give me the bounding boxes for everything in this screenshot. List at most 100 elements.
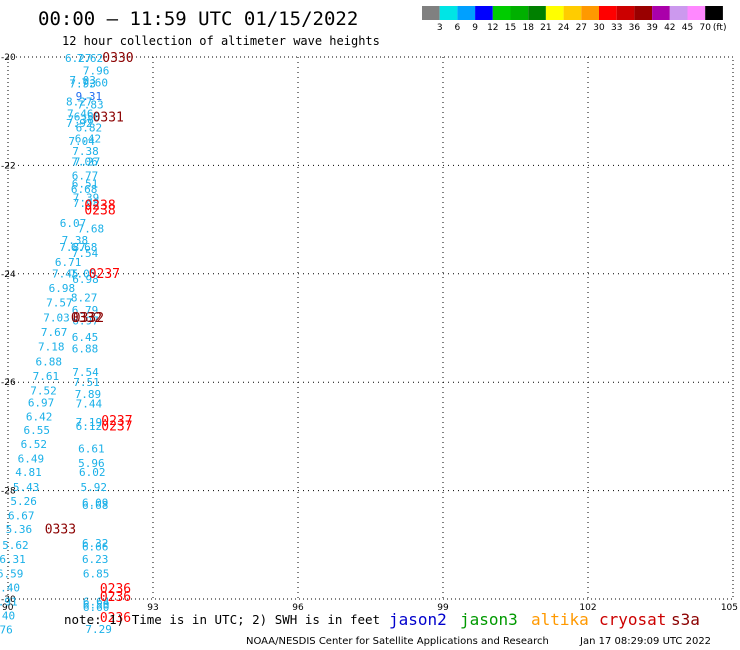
satellite-jason3-label: jason3 [460,610,518,629]
wave-height-reading: 6.82 [76,121,103,134]
legend-swatch [563,6,582,20]
satellite-s3a-label: s3a [671,610,700,629]
satellite-jason2-label: jason2 [389,610,447,629]
wave-height-reading: 6.42 [75,132,102,145]
legend-bin-label: 36 [629,23,641,33]
map-title: 00:00 – 11:59 UTC 01/15/2022 [38,8,358,30]
legend-swatch [652,6,670,20]
legend-bin-label: 9 [472,23,478,33]
wave-height-reading: 6.77 [72,170,99,183]
wave-height-reading: 6.97 [28,396,55,409]
wave-height-reading: 7.93 [69,78,96,91]
wave-height-reading: 7.45 [52,267,79,280]
wave-height-reading: 6.68 [71,183,98,196]
pass-time-labels: 0330033102380238023703320332023702370333… [45,51,134,626]
wave-height-reading: 7.38 [72,145,99,158]
wave-height-reading: 6.32 [82,537,109,550]
wave-height-reading: 7.92 [66,117,93,130]
pass-time-label: 0238 [84,199,115,214]
legend-swatch [616,6,635,20]
wave-height-reading: 7.06 [71,156,98,169]
pass-time-label: 0238 [84,203,115,218]
wave-height-reading: 6.40 [0,609,15,622]
legend-bin-label: 45 [682,23,693,33]
wave-height-reading: 7.38 [62,234,89,247]
wave-height-reading: 6.91 [0,596,18,609]
legend-bin-label: 39 [646,23,658,33]
wave-height-reading: 6.85 [83,568,110,581]
legend-bin-label: 70 [699,23,711,33]
pass-time-label: 0330 [102,51,133,66]
legend-bin-label: 42 [664,23,675,33]
latitude-tick-label: -26 [1,378,16,388]
wave-height-reading: 6.50 [83,598,110,611]
wave-height-reading: 7.03 [43,312,70,325]
legend-bin-label: 24 [558,23,570,33]
legend-swatch [705,6,723,20]
legend-swatch [599,6,617,20]
wave-height-reading: 6.51 [72,177,99,190]
legend-bin-label: 21 [540,23,551,33]
wave-height-reading: 8.27 [71,292,98,305]
wave-height-reading: 7.98 [73,197,100,210]
wave-height-reading: 6.02 [79,466,106,479]
longitude-tick-label: 93 [147,603,158,613]
wave-height-reading: 7.18 [38,340,65,353]
wave-height-readings: 6.277.627.967.037.937.609.318.277.837.46… [0,52,112,636]
wave-height-reading: 8.27 [66,95,93,108]
latitude-tick-label: -30 [1,595,16,605]
credit-organization: NOAA/NESDIS Center for Satellite Applica… [246,636,549,647]
wave-height-reading: 7.38 [67,113,94,126]
longitude-tick-label: 96 [292,603,304,613]
pass-time-label: 0236 [100,582,131,597]
latitude-tick-label: -28 [1,487,16,497]
lat-lon-grid [8,57,733,599]
wave-height-reading: 7.57 [46,297,73,310]
pass-time-label: 0236 [100,611,131,626]
legend-swatch [457,6,476,20]
wave-height-reading: 6.71 [55,256,81,269]
pass-time-label: 0237 [89,267,120,282]
legend-bin-label: 15 [505,23,516,33]
wave-height-reading: 7.03 [69,74,96,87]
longitude-tick-label: 105 [721,603,738,613]
wave-height-reading: 7.60 [81,76,108,89]
legend-bin-label: 3 [437,23,443,33]
legend-swatch [510,6,529,20]
wave-height-reading: 7.68 [78,222,105,235]
latitude-tick-label: -22 [1,161,16,171]
satellite-cryosat-label: cryosat [599,610,666,629]
wave-height-reading: 6.59 [0,568,23,581]
wave-height-reading: 6.60 [83,601,110,614]
map-frame [7,56,734,600]
legend-swatch [422,6,440,20]
credit-timestamp: Jan 17 08:29:09 UTC 2022 [579,636,711,647]
wave-height-reading: 6.09 [82,497,109,510]
wave-height-reading: 9.31 [76,90,103,103]
wave-height-reading: 7.27 [74,156,101,169]
legend-swatch [439,6,458,20]
wave-height-reading: 7.83 [77,99,104,112]
legend-bin-label: 30 [593,23,605,33]
wave-height-reading: 6.64 [83,596,110,609]
wave-height-reading: 6.42 [26,410,52,423]
legend-swatch [528,6,546,20]
legend-bin-label: 33 [611,23,622,33]
legend-swatch [545,6,564,20]
wave-height-reading: 7.46 [67,107,94,120]
latitude-tick-label: -20 [1,53,16,63]
wave-height-reading: 6.88 [72,343,99,356]
wave-height-reading: 5.40 [0,582,20,595]
legend-unit-label: (ft) [713,23,727,33]
wave-height-reading: 5.36 [6,523,32,536]
wave-height-reading: 6.52 [21,438,48,451]
wave-height-reading: 6.31 [0,553,26,566]
longitude-tick-labels: 90 93 96 99 102 105 [2,603,738,613]
legend-swatch [581,6,599,20]
wave-height-reading: 7.54 [72,247,99,260]
wave-height-reading: 5.62 [2,539,29,552]
legend-swatch [492,6,511,20]
pass-time-label: 0332 [73,311,104,326]
wave-height-reading: 7.04 [68,135,95,148]
